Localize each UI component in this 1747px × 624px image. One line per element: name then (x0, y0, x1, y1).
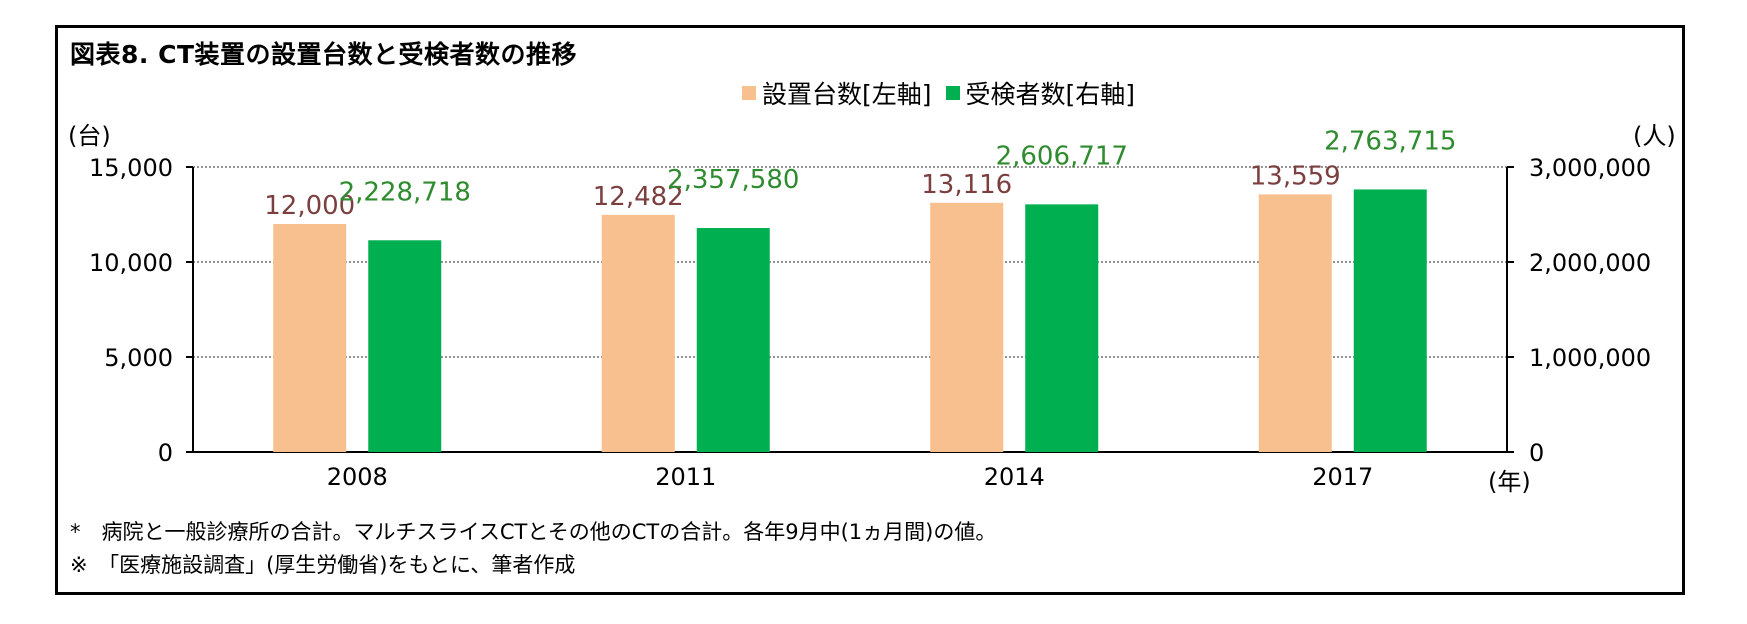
data-label-installed-2008: 12,000 (264, 191, 355, 221)
left-axis-unit: (台) (68, 122, 111, 150)
legend-label-examinees: 受検者数[右軸] (965, 80, 1136, 109)
chart-title: 図表8. CT装置の設置台数と受検者数の推移 (70, 40, 577, 69)
data-label-installed-2014: 13,116 (921, 170, 1012, 200)
right-axis-tick-label: 0 (1529, 439, 1544, 467)
right-axis-tick-label: 2,000,000 (1529, 249, 1651, 277)
data-label-examinees-2008: 2,228,718 (339, 177, 471, 207)
legend-label-installed: 設置台数[左軸] (762, 80, 932, 109)
x-axis-tick-label: 2008 (327, 463, 388, 491)
bar-examinees-2008 (368, 240, 442, 452)
bar-installed-2014 (930, 202, 1004, 452)
legend-item-examinees: 受検者数[右軸] (945, 75, 1136, 111)
x-axis-unit: (年) (1488, 468, 1531, 496)
notes: * 病院と一般診療所の合計。マルチスライスCTとその他のCTの合計。各年9月中(… (70, 516, 996, 582)
bar-examinees-2011 (696, 228, 770, 452)
chart-frame (55, 25, 1685, 595)
bar-examinees-2017 (1353, 189, 1427, 452)
x-axis-tick-label: 2014 (984, 463, 1045, 491)
data-label-installed-2011: 12,482 (593, 182, 684, 212)
legend-swatch-examinees (945, 86, 960, 100)
x-axis-tick-label: 2011 (655, 463, 716, 491)
left-axis-tick-label: 15,000 (89, 154, 173, 182)
left-axis-tick-label: 5,000 (104, 344, 173, 372)
left-axis-tick-label: 10,000 (89, 249, 173, 277)
bar-installed-2017 (1258, 194, 1332, 452)
data-label-examinees-2011: 2,357,580 (667, 165, 799, 195)
bar-installed-2008 (273, 224, 347, 452)
right-axis-tick-label: 1,000,000 (1529, 344, 1651, 372)
legend: 設置台数[左軸] 受検者数[右軸] (742, 75, 1149, 111)
left-axis-tick-label: 0 (158, 439, 173, 467)
data-label-installed-2017: 13,559 (1250, 161, 1341, 191)
right-axis-unit: (人) (1633, 122, 1676, 150)
note-2: ※ 「医療施設調査」(厚生労働省)をもとに、筆者作成 (70, 553, 576, 577)
x-axis-tick-label: 2017 (1312, 463, 1373, 491)
legend-item-installed: 設置台数[左軸] (742, 75, 932, 111)
right-axis-tick-label: 3,000,000 (1529, 154, 1651, 182)
bar-examinees-2014 (1025, 204, 1099, 452)
note-1: * 病院と一般診療所の合計。マルチスライスCTとその他のCTの合計。各年9月中(… (70, 520, 997, 544)
data-label-examinees-2017: 2,763,715 (1324, 126, 1456, 156)
bar-installed-2011 (601, 214, 675, 452)
data-label-examinees-2014: 2,606,717 (996, 141, 1128, 171)
legend-swatch-installed (742, 86, 756, 100)
